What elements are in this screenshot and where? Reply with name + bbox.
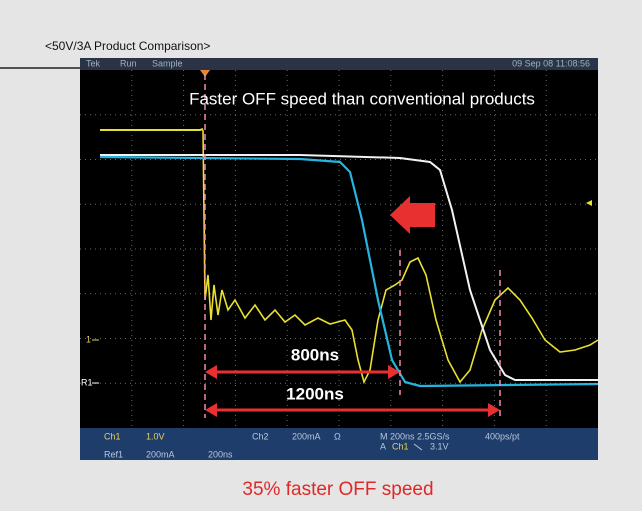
status-bar bbox=[80, 58, 598, 70]
ch2-trace bbox=[99, 155, 599, 388]
caption: 35% faster OFF speed bbox=[242, 479, 433, 500]
direction-arrow bbox=[390, 196, 435, 234]
footer-text: 400ps/pt bbox=[485, 431, 520, 441]
status-text: Tek bbox=[86, 58, 101, 68]
status-text: Sample bbox=[152, 58, 183, 68]
footer-text: 3.1V bbox=[430, 441, 449, 451]
span-label: 800ns bbox=[291, 345, 339, 364]
footer-text: Ch2 bbox=[252, 431, 269, 441]
footer-bar bbox=[80, 428, 598, 460]
footer-text: Ref1 bbox=[104, 449, 123, 459]
header-label: <50V/3A Product Comparison> bbox=[45, 39, 210, 53]
footer-text: 200ns bbox=[208, 449, 233, 459]
level-marker bbox=[586, 200, 592, 206]
span-label: 1200ns bbox=[286, 384, 344, 403]
footer-text: 1.0V bbox=[146, 431, 165, 441]
footer-text: M 200ns 2.5GS/s bbox=[380, 431, 450, 441]
footer-text: Ω bbox=[334, 431, 341, 441]
ch1-marker: 1 bbox=[86, 334, 91, 344]
ref-marker: R1 bbox=[81, 377, 93, 387]
footer-text: Ch1 bbox=[104, 431, 121, 441]
headline: Faster OFF speed than conventional produ… bbox=[189, 89, 535, 108]
footer-text: Ch1 bbox=[392, 441, 409, 451]
status-text: 09 Sep 08 11:08:56 bbox=[512, 58, 590, 68]
slope-icon bbox=[413, 443, 423, 451]
footer-text: 200mA bbox=[292, 431, 321, 441]
footer-text: A bbox=[380, 441, 386, 451]
footer-text: 200mA bbox=[146, 449, 175, 459]
ch1-trace bbox=[100, 128, 204, 131]
ref-trace bbox=[100, 154, 598, 381]
ch1-trace bbox=[202, 129, 599, 385]
trigger-marker bbox=[200, 70, 210, 77]
status-text: Run bbox=[120, 58, 137, 68]
